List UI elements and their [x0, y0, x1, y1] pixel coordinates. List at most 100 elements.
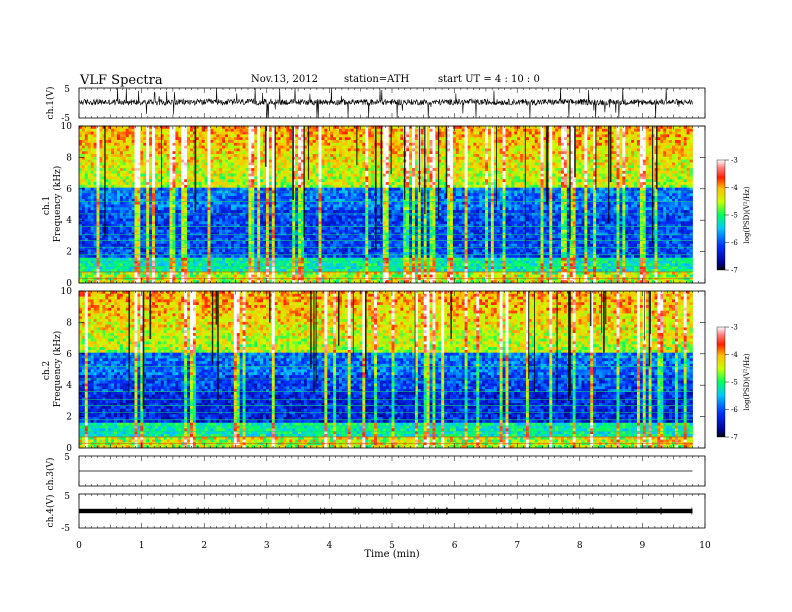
spectrogram-cell	[227, 148, 232, 152]
spectrogram-cell	[230, 187, 235, 191]
spectrogram-cell	[277, 257, 281, 261]
spectrogram-cell	[116, 176, 121, 180]
spectrogram-cell	[187, 156, 191, 160]
spectrogram-cell	[149, 251, 153, 255]
spectrogram-cell	[254, 150, 258, 155]
spectrogram-cell	[114, 170, 118, 174]
spectrogram-cell	[263, 198, 267, 202]
spectrogram-cell	[239, 167, 243, 171]
spectrogram-cell	[187, 170, 191, 174]
spectrogram-cell	[257, 274, 261, 278]
spectrogram-cell	[324, 251, 328, 255]
spectrogram-cell	[190, 153, 194, 157]
spectrogram-cell	[87, 150, 92, 155]
spectrogram-cell	[146, 167, 150, 171]
spectrogram-cell	[187, 162, 191, 166]
spectrogram-cell	[116, 134, 121, 138]
spectrogram-cell	[152, 254, 156, 258]
spectrogram-cell	[137, 209, 141, 213]
spectrogram-cell	[239, 184, 243, 188]
spectrogram-cell	[318, 148, 322, 152]
spectrogram-cell	[324, 240, 328, 244]
spectrogram-cell	[105, 162, 109, 166]
spectrogram-cell	[289, 173, 293, 177]
spectrogram-cell	[187, 220, 191, 225]
spectrogram-cell	[105, 167, 109, 171]
spectrogram-cell	[321, 150, 325, 155]
spectrogram-cell	[265, 237, 270, 241]
spectrogram-cell	[157, 148, 162, 152]
spectrogram-cell	[295, 243, 299, 247]
spectrogram-cell	[222, 156, 226, 160]
spectrogram-cell	[125, 167, 130, 171]
spectrogram-cell	[79, 173, 83, 177]
spectrogram-cell	[277, 139, 281, 143]
spectrogram-cell	[116, 170, 121, 174]
spectrogram-cell	[163, 150, 168, 155]
spectrogram-cell	[242, 260, 246, 264]
spectrogram-cell	[198, 274, 203, 278]
spectrogram-cell	[219, 201, 223, 205]
spectrogram-cell	[157, 271, 162, 275]
spectrogram-cell	[125, 139, 130, 143]
spectrogram-cell	[190, 254, 194, 258]
spectrogram-cell	[96, 206, 100, 211]
spectrogram-cell	[204, 226, 208, 230]
spectrogram-cell	[225, 136, 229, 141]
spectrogram-cell	[309, 134, 314, 138]
spectrogram-cell	[201, 226, 206, 230]
spectrogram-cell	[242, 167, 246, 171]
spectrogram-cell	[277, 204, 281, 208]
spectrogram-cell	[318, 150, 322, 155]
spectrogram-cell	[219, 145, 223, 149]
spectrogram-cell	[157, 260, 162, 264]
spectrogram-cell	[169, 234, 173, 239]
spectrogram-cell	[207, 162, 211, 166]
spectrogram-cell	[242, 195, 246, 199]
spectrogram-cell	[119, 178, 124, 183]
spectrogram-cell	[312, 173, 317, 177]
spectrogram-cell	[260, 162, 264, 166]
spectrogram-cell	[207, 274, 211, 278]
spectrogram-cell	[271, 251, 276, 255]
spectrogram-cell	[105, 237, 109, 241]
spectrogram-cell	[227, 128, 232, 132]
spectrogram-cell	[277, 223, 281, 227]
spectrogram-cell	[257, 262, 261, 267]
spectrogram-cell	[225, 195, 229, 199]
spectrogram-cell	[315, 142, 319, 146]
spectrogram-cell	[122, 226, 127, 230]
spectrogram-cell	[216, 128, 220, 132]
spectrogram-cell	[289, 167, 293, 171]
spectrogram-cell	[298, 243, 302, 247]
spectrogram-cell	[201, 156, 206, 160]
spectrogram-cell	[90, 170, 95, 174]
spectrogram-cell	[181, 265, 185, 269]
spectrogram-cell	[163, 268, 168, 272]
spectrogram-cell	[225, 206, 229, 211]
spectrogram-cell	[166, 181, 170, 185]
spectrogram-cell	[128, 150, 132, 155]
spectrogram-cell	[312, 181, 317, 185]
spectrogram-cell	[87, 274, 92, 278]
spectrogram-cell	[230, 240, 235, 244]
spectrogram-cell	[268, 136, 273, 141]
spectrogram-cell	[119, 265, 124, 269]
spectrogram-cell	[166, 198, 170, 202]
spectrogram-cell	[260, 220, 264, 225]
spectrogram-cell	[134, 220, 138, 225]
spectrogram-cell	[163, 240, 168, 244]
spectrogram-cell	[210, 262, 214, 267]
spectrogram-cell	[280, 131, 284, 135]
spectrogram-cell	[268, 218, 273, 222]
spectrogram-cell	[309, 198, 314, 202]
spectrogram-cell	[257, 134, 261, 138]
spectrogram-cell	[108, 142, 112, 146]
spectrogram-cell	[309, 265, 314, 269]
spectrogram-cell	[263, 173, 267, 177]
spectrogram-cell	[102, 265, 106, 269]
spectrogram-cell	[102, 198, 106, 202]
spectrogram-cell	[254, 173, 258, 177]
spectrogram-cell	[172, 201, 176, 205]
spectrogram-cell	[190, 131, 194, 135]
